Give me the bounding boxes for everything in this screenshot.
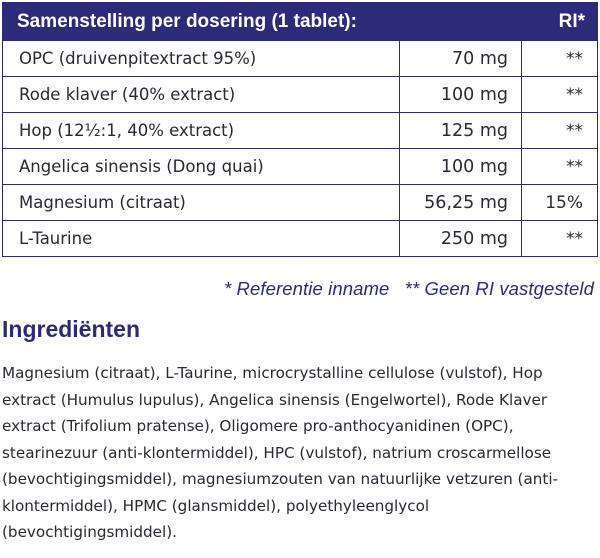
footnote-no-ri: ** Geen RI vastgesteld	[404, 278, 594, 299]
ingredient-ri: **	[521, 41, 597, 76]
table-row: Hop (12½:1, 40% extract) 125 mg **	[3, 112, 597, 148]
table-body: OPC (druivenpitextract 95%) 70 mg ** Rod…	[3, 41, 597, 256]
ingredient-amount: 70 mg	[399, 41, 521, 76]
ingredient-ri: **	[521, 149, 597, 184]
table-row: Angelica sinensis (Dong quai) 100 mg **	[3, 148, 597, 184]
header-composition-label: Samenstelling per dosering (1 tablet):	[17, 11, 357, 32]
table-row: Magnesium (citraat) 56,25 mg 15%	[3, 184, 597, 220]
composition-table: Samenstelling per dosering (1 tablet): R…	[2, 2, 598, 257]
ingredient-ri: 15%	[521, 185, 597, 220]
ingredient-ri: **	[521, 113, 597, 148]
header-ri-label: RI*	[558, 11, 585, 32]
ingredient-name: Magnesium (citraat)	[19, 193, 186, 212]
ingredient-amount: 250 mg	[399, 221, 521, 256]
table-header: Samenstelling per dosering (1 tablet): R…	[3, 3, 597, 41]
ingredients-text: Magnesium (citraat), L-Taurine, microcry…	[2, 364, 559, 541]
ingredient-amount: 100 mg	[399, 149, 521, 184]
table-row: Rode klaver (40% extract) 100 mg **	[3, 76, 597, 112]
ingredient-amount: 125 mg	[399, 113, 521, 148]
table-row: L-Taurine 250 mg **	[3, 220, 597, 256]
ingredient-name: L-Taurine	[19, 229, 93, 248]
ingredient-amount: 56,25 mg	[399, 185, 521, 220]
ri-footnote: * Referentie inname ** Geen RI vastgeste…	[224, 278, 594, 300]
ingredients-heading: Ingrediënten	[2, 316, 141, 342]
ingredient-amount: 100 mg	[399, 77, 521, 112]
ingredient-name: Hop (12½:1, 40% extract)	[19, 121, 235, 140]
table-row: OPC (druivenpitextract 95%) 70 mg **	[3, 41, 597, 76]
ingredient-name: Angelica sinensis (Dong quai)	[19, 157, 264, 176]
ingredient-ri: **	[521, 221, 597, 256]
footnote-reference: * Referentie inname	[223, 278, 390, 299]
ingredient-ri: **	[521, 77, 597, 112]
ingredient-name: OPC (druivenpitextract 95%)	[19, 49, 257, 68]
ingredient-name: Rode klaver (40% extract)	[19, 85, 236, 104]
